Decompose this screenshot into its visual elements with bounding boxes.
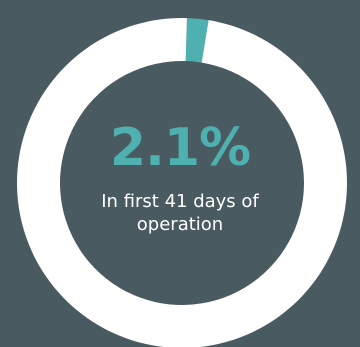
center-label: 2.1% In first 41 days of operation <box>60 118 300 236</box>
donut-slice-highlight <box>185 18 209 63</box>
caption-line-2: operation <box>136 214 224 235</box>
caption-line-1: In first 41 days of <box>101 191 259 212</box>
caption: In first 41 days of operation <box>60 190 300 236</box>
percentage-value: 2.1% <box>109 118 251 178</box>
